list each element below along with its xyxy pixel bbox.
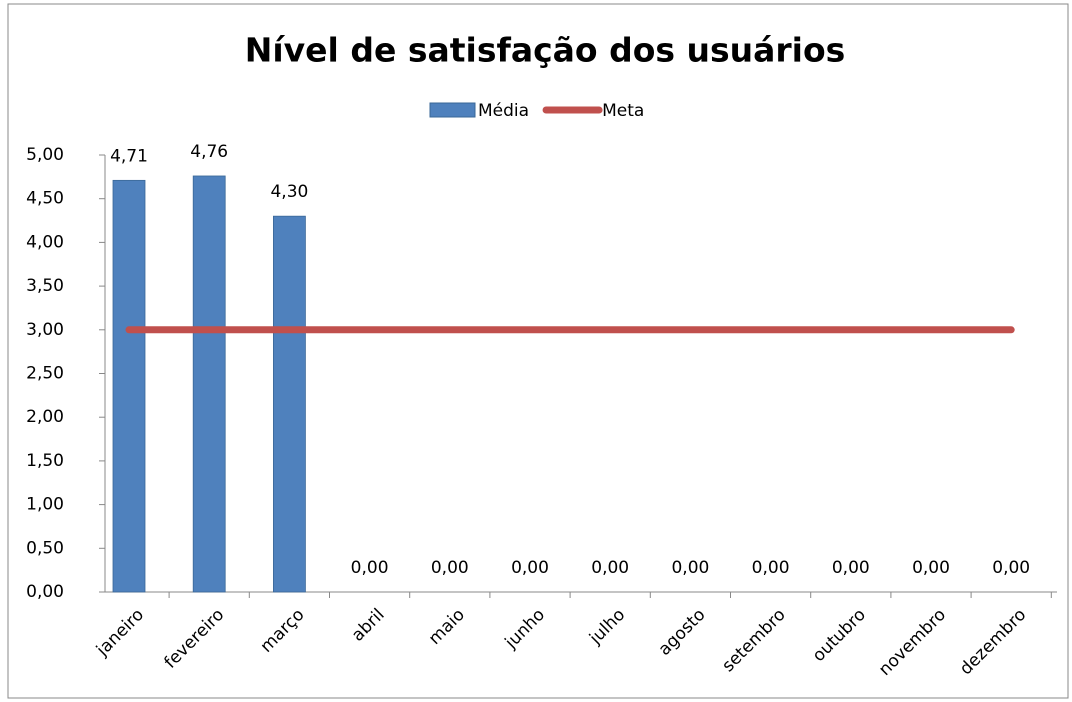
y-tick-label: 4,50 [26, 189, 64, 209]
legend-label: Média [478, 101, 529, 121]
data-label: 0,00 [912, 558, 950, 578]
data-label: 4,71 [110, 146, 148, 166]
y-tick-label: 2,00 [26, 407, 64, 427]
data-label: 4,76 [190, 142, 228, 162]
data-label: 0,00 [351, 558, 389, 578]
chart-title: Nível de satisfação dos usuários [245, 31, 846, 70]
y-tick-label: 5,00 [26, 145, 64, 165]
y-tick-label: 1,00 [26, 495, 64, 515]
y-tick-label: 0,00 [26, 582, 64, 602]
data-label: 0,00 [511, 558, 549, 578]
data-label: 4,30 [270, 182, 308, 202]
y-tick-label: 0,50 [26, 538, 64, 558]
data-label: 0,00 [591, 558, 629, 578]
y-tick-label: 2,50 [26, 364, 64, 384]
legend-label: Meta [602, 101, 644, 121]
data-label: 0,00 [671, 558, 709, 578]
data-label: 0,00 [832, 558, 870, 578]
y-tick-label: 3,00 [26, 320, 64, 340]
legend-swatch [429, 102, 476, 118]
y-tick-label: 4,00 [26, 232, 64, 252]
data-label: 0,00 [992, 558, 1030, 578]
data-label: 0,00 [431, 558, 469, 578]
bar [112, 179, 146, 593]
data-label: 0,00 [752, 558, 790, 578]
y-tick-label: 3,50 [26, 276, 64, 296]
y-tick-label: 1,50 [26, 451, 64, 471]
bar [192, 175, 226, 593]
bar [272, 215, 306, 593]
chart-frame [7, 3, 1069, 699]
